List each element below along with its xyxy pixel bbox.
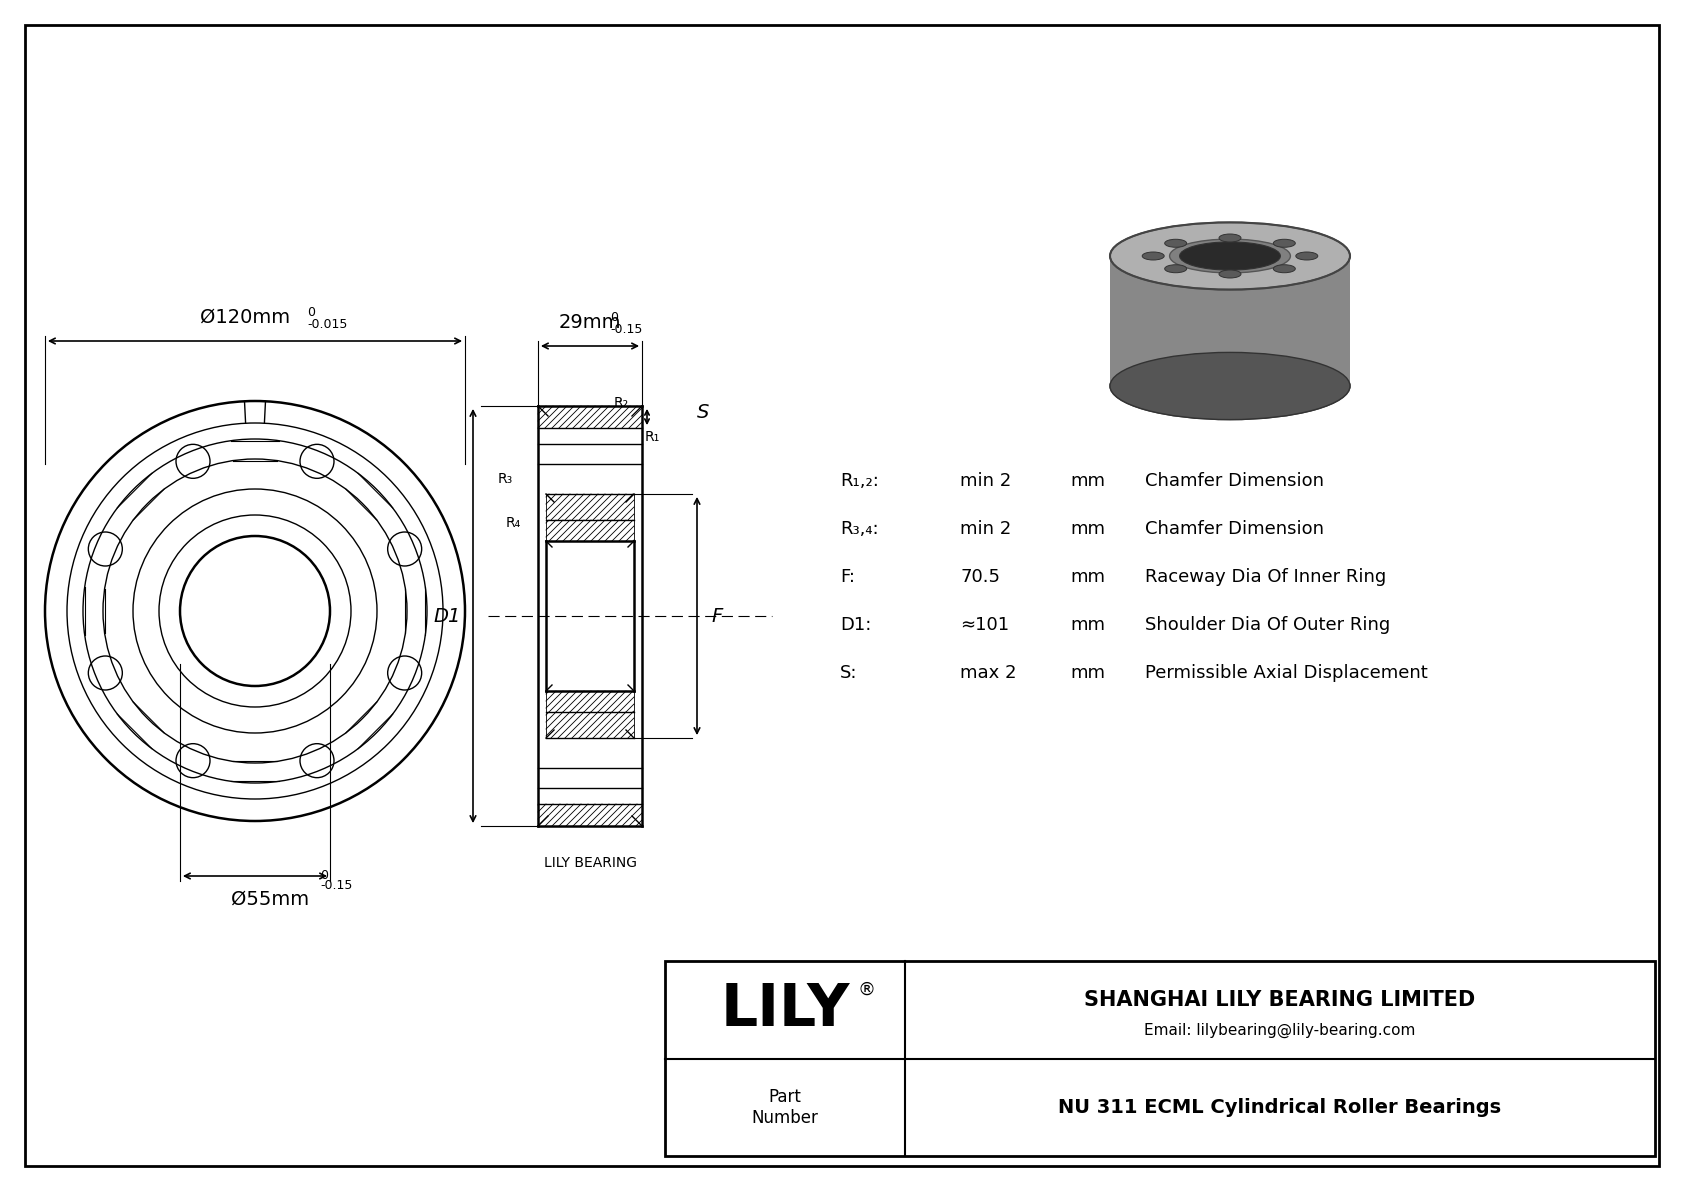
- Text: -0.15: -0.15: [320, 879, 352, 892]
- Text: min 2: min 2: [960, 472, 1012, 490]
- Text: 0: 0: [306, 306, 315, 319]
- Bar: [546, 712, 633, 738]
- Ellipse shape: [1110, 223, 1351, 289]
- Ellipse shape: [1142, 252, 1164, 260]
- Bar: [546, 520, 633, 541]
- Bar: [546, 494, 633, 520]
- Text: Shoulder Dia Of Outer Ring: Shoulder Dia Of Outer Ring: [1145, 616, 1391, 634]
- Bar: [537, 804, 642, 827]
- Text: 70.5: 70.5: [960, 568, 1000, 586]
- Text: Part
Number: Part Number: [751, 1087, 818, 1127]
- Text: LILY: LILY: [721, 981, 850, 1039]
- Text: Email: lilybearing@lily-bearing.com: Email: lilybearing@lily-bearing.com: [1145, 1023, 1416, 1039]
- Text: R₁,₂:: R₁,₂:: [840, 472, 879, 490]
- Text: R₁: R₁: [645, 430, 660, 444]
- Text: -0.015: -0.015: [306, 318, 347, 331]
- Text: S:: S:: [840, 665, 857, 682]
- Text: max 2: max 2: [960, 665, 1017, 682]
- Text: min 2: min 2: [960, 520, 1012, 538]
- Text: ≈101: ≈101: [960, 616, 1009, 634]
- Text: mm: mm: [1069, 665, 1105, 682]
- Text: Ø120mm: Ø120mm: [200, 308, 290, 328]
- Text: mm: mm: [1069, 472, 1105, 490]
- Bar: [1110, 256, 1351, 386]
- Text: mm: mm: [1069, 520, 1105, 538]
- Ellipse shape: [1110, 353, 1351, 419]
- Text: SHANGHAI LILY BEARING LIMITED: SHANGHAI LILY BEARING LIMITED: [1084, 991, 1475, 1010]
- Ellipse shape: [1273, 239, 1295, 248]
- Text: Chamfer Dimension: Chamfer Dimension: [1145, 472, 1324, 490]
- Text: D1: D1: [433, 606, 461, 625]
- Text: Raceway Dia Of Inner Ring: Raceway Dia Of Inner Ring: [1145, 568, 1386, 586]
- Text: Ø55mm: Ø55mm: [231, 890, 310, 909]
- Bar: [537, 406, 642, 428]
- Ellipse shape: [1273, 264, 1295, 273]
- Text: R₄: R₄: [505, 516, 522, 530]
- Ellipse shape: [1219, 270, 1241, 278]
- Text: -0.15: -0.15: [610, 323, 642, 336]
- Ellipse shape: [1110, 353, 1351, 419]
- Text: D1:: D1:: [840, 616, 871, 634]
- Text: mm: mm: [1069, 568, 1105, 586]
- Text: ®: ®: [857, 980, 876, 999]
- Text: Chamfer Dimension: Chamfer Dimension: [1145, 520, 1324, 538]
- Text: R₃: R₃: [498, 472, 514, 486]
- Ellipse shape: [1170, 239, 1290, 273]
- Text: 0: 0: [610, 311, 618, 324]
- Text: S: S: [697, 403, 709, 422]
- Text: NU 311 ECML Cylindrical Roller Bearings: NU 311 ECML Cylindrical Roller Bearings: [1059, 1098, 1502, 1117]
- Text: mm: mm: [1069, 616, 1105, 634]
- Text: R₂: R₂: [615, 395, 630, 410]
- Ellipse shape: [1165, 239, 1187, 248]
- Ellipse shape: [1179, 242, 1280, 270]
- Text: LILY BEARING: LILY BEARING: [544, 856, 637, 869]
- Ellipse shape: [1219, 233, 1241, 242]
- Text: Permissible Axial Displacement: Permissible Axial Displacement: [1145, 665, 1428, 682]
- Text: 29mm: 29mm: [559, 313, 621, 332]
- Text: F:: F:: [840, 568, 855, 586]
- Ellipse shape: [1295, 252, 1319, 260]
- Text: R₃,₄:: R₃,₄:: [840, 520, 879, 538]
- Bar: [665, 961, 1655, 1156]
- Ellipse shape: [1165, 264, 1187, 273]
- Text: 0: 0: [320, 869, 328, 883]
- Bar: [546, 691, 633, 712]
- Text: F: F: [711, 606, 722, 625]
